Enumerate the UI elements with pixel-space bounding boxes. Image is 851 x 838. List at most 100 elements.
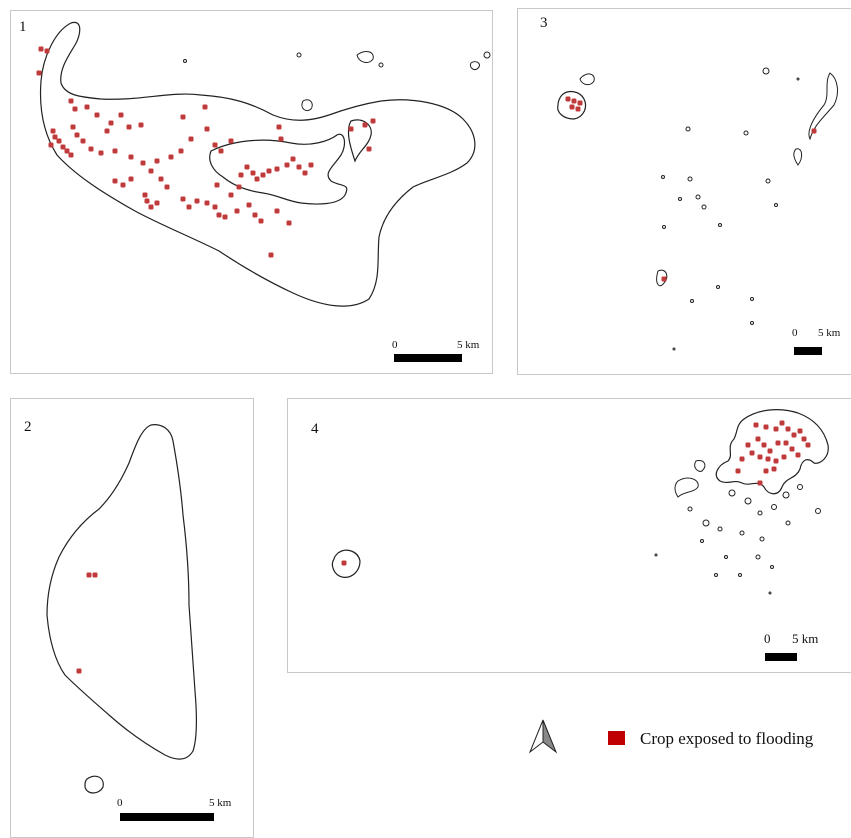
- scalebar: [794, 347, 822, 355]
- crop-point: [140, 160, 146, 166]
- legend-swatch: [608, 731, 625, 745]
- small-islets: [661, 67, 800, 351]
- crop-point: [180, 196, 186, 202]
- crop-point: [753, 422, 759, 428]
- crop-point: [781, 454, 787, 460]
- crop-point: [797, 428, 803, 434]
- crop-point: [284, 162, 290, 168]
- exposed-crop-points: [76, 572, 98, 674]
- scalebar-end-label: 5 km: [818, 327, 841, 339]
- crop-point: [308, 162, 314, 168]
- crop-point: [260, 172, 266, 178]
- crop-point: [757, 480, 763, 486]
- scalebar-end-label: 5 km: [209, 797, 232, 809]
- crop-point: [749, 450, 755, 456]
- crop-point: [757, 454, 763, 460]
- crop-point: [68, 152, 74, 158]
- crop-point: [761, 442, 767, 448]
- crop-point: [773, 458, 779, 464]
- panel-4-map: [331, 409, 829, 595]
- crop-point: [795, 452, 801, 458]
- crop-point: [36, 70, 42, 76]
- northern-islet: [356, 51, 374, 63]
- crop-point: [228, 138, 234, 144]
- northern-islet: [470, 61, 480, 70]
- southern-islet: [84, 775, 104, 794]
- crop-point: [228, 192, 234, 198]
- island-coastline: [331, 549, 361, 578]
- crop-point: [86, 572, 92, 578]
- crop-point: [236, 184, 242, 190]
- crop-point: [565, 96, 571, 102]
- scalebar-start-label: 0: [117, 797, 123, 809]
- crop-point: [765, 456, 771, 462]
- crop-point: [661, 276, 667, 282]
- crop-point: [238, 172, 244, 178]
- island-coastline: [579, 73, 595, 86]
- scalebar: [765, 653, 797, 661]
- exposed-crop-points: [36, 46, 376, 258]
- crop-point: [290, 156, 296, 162]
- main-island-coastline: [39, 21, 476, 307]
- crop-point: [148, 204, 154, 210]
- crop-point: [278, 136, 284, 142]
- crop-point: [98, 150, 104, 156]
- crop-point: [204, 200, 210, 206]
- crop-point: [767, 448, 773, 454]
- crop-point: [56, 138, 62, 144]
- crop-point: [575, 106, 581, 112]
- panel-2-map: [46, 424, 197, 794]
- scalebar-end-label: 5 km: [457, 339, 480, 351]
- panel-number: 1: [19, 19, 27, 35]
- crop-point: [38, 46, 44, 52]
- crop-point: [144, 198, 150, 204]
- crop-point: [64, 148, 70, 154]
- crop-point: [76, 668, 82, 674]
- crop-point: [112, 178, 118, 184]
- crop-point: [268, 252, 274, 258]
- scalebar: [120, 813, 214, 821]
- north-arrow-icon: [528, 719, 558, 754]
- exposed-crop-points: [565, 96, 817, 282]
- panel-number: 4: [311, 421, 319, 437]
- crop-point: [120, 182, 126, 188]
- crop-point: [158, 176, 164, 182]
- crop-point: [94, 112, 100, 118]
- crop-point: [88, 146, 94, 152]
- scalebar-start-label: 0: [392, 339, 398, 351]
- crop-point: [362, 122, 368, 128]
- panel-number: 2: [24, 419, 32, 435]
- island-coastline: [656, 269, 668, 287]
- crop-point: [112, 148, 118, 154]
- crop-point: [60, 144, 66, 150]
- crop-point: [52, 134, 58, 140]
- island-coastline: [674, 477, 699, 498]
- crop-point: [258, 218, 264, 224]
- panel-3-map: [557, 67, 838, 351]
- crop-point: [348, 126, 354, 132]
- crop-point: [252, 212, 258, 218]
- crop-point: [118, 112, 124, 118]
- crop-point: [216, 212, 222, 218]
- crop-point: [142, 192, 148, 198]
- crop-point: [186, 204, 192, 210]
- crop-point: [773, 426, 779, 432]
- crop-point: [108, 120, 114, 126]
- crop-point: [801, 436, 807, 442]
- crop-point: [739, 456, 745, 462]
- crop-point: [72, 106, 78, 112]
- crop-point: [128, 154, 134, 160]
- panel-1-map: [36, 21, 491, 307]
- crop-point: [735, 468, 741, 474]
- island-coastline: [557, 90, 587, 120]
- crop-point: [74, 132, 80, 138]
- crop-point: [791, 432, 797, 438]
- scalebar-start-label: 0: [764, 631, 771, 646]
- crop-point: [194, 198, 200, 204]
- crop-point: [164, 184, 170, 190]
- crop-point: [276, 124, 282, 130]
- crop-point: [783, 440, 789, 446]
- island-coastline: [808, 72, 838, 141]
- crop-point: [274, 166, 280, 172]
- crop-point: [779, 420, 785, 426]
